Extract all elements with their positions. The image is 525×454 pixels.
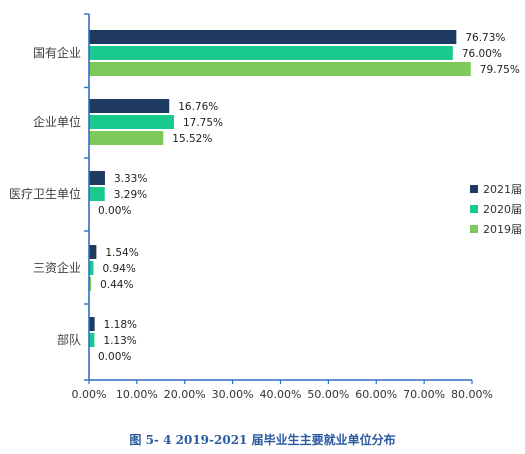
data-label: 3.33% xyxy=(114,173,147,185)
bar xyxy=(89,99,170,113)
legend-swatch xyxy=(470,205,478,213)
category-label: 部队 xyxy=(57,332,81,347)
legend-swatch xyxy=(470,225,478,233)
data-label: 3.29% xyxy=(114,189,147,201)
data-label: 79.75% xyxy=(480,64,520,76)
bar xyxy=(89,115,174,129)
data-label: 76.00% xyxy=(462,48,502,60)
x-tick-label: 30.00% xyxy=(212,388,254,401)
data-label: 76.73% xyxy=(465,32,505,44)
data-label: 17.75% xyxy=(183,117,223,129)
bar xyxy=(89,131,164,145)
bar xyxy=(89,46,453,60)
bar xyxy=(89,317,95,331)
data-label: 1.18% xyxy=(104,319,137,331)
legend: 2021届 2020届 2019届 xyxy=(470,183,522,236)
x-tick-label: 60.00% xyxy=(355,388,397,401)
data-label: 1.54% xyxy=(105,247,138,259)
bar xyxy=(89,62,471,76)
legend-label: 2019届 xyxy=(483,223,522,236)
x-tick-label: 40.00% xyxy=(260,388,302,401)
bar xyxy=(89,171,105,185)
category-label: 国有企业 xyxy=(33,45,81,60)
legend-label: 2020届 xyxy=(483,203,522,216)
axes xyxy=(84,13,473,384)
category-label: 三资企业 xyxy=(33,260,81,275)
data-label: 16.76% xyxy=(178,101,218,113)
x-tick-label: 20.00% xyxy=(164,388,206,401)
data-label: 0.00% xyxy=(98,205,131,217)
legend-swatch xyxy=(470,185,478,193)
x-tick-labels: 0.00% 10.00% 20.00% 30.00% 40.00% 50.00% 60.00… xyxy=(72,388,493,401)
x-tick-label: 70.00% xyxy=(403,388,445,401)
data-label: 0.00% xyxy=(98,351,131,363)
bars xyxy=(89,30,471,347)
category-label: 企业单位 xyxy=(33,114,81,129)
bar xyxy=(89,277,92,291)
legend-label: 2021届 xyxy=(483,183,522,196)
category-label: 医疗卫生单位 xyxy=(9,186,81,201)
figure-caption: 图 5- 4 2019-2021 届毕业生主要就业单位分布 xyxy=(129,433,396,447)
bar xyxy=(89,333,95,347)
x-tick-label: 80.00% xyxy=(451,388,493,401)
bar xyxy=(89,30,457,44)
bar xyxy=(89,261,94,275)
x-tick-label: 50.00% xyxy=(307,388,349,401)
x-tick-label: 0.00% xyxy=(72,388,107,401)
data-label: 15.52% xyxy=(172,133,212,145)
bar xyxy=(89,245,97,259)
bar xyxy=(89,187,105,201)
data-label: 0.44% xyxy=(100,279,133,291)
value-labels: 76.73% 76.00% 79.75% 16.76% 17.75% 15.52% 3.33… xyxy=(98,32,520,363)
x-tick-label: 10.00% xyxy=(116,388,158,401)
data-label: 1.13% xyxy=(103,335,136,347)
data-label: 0.94% xyxy=(103,263,136,275)
